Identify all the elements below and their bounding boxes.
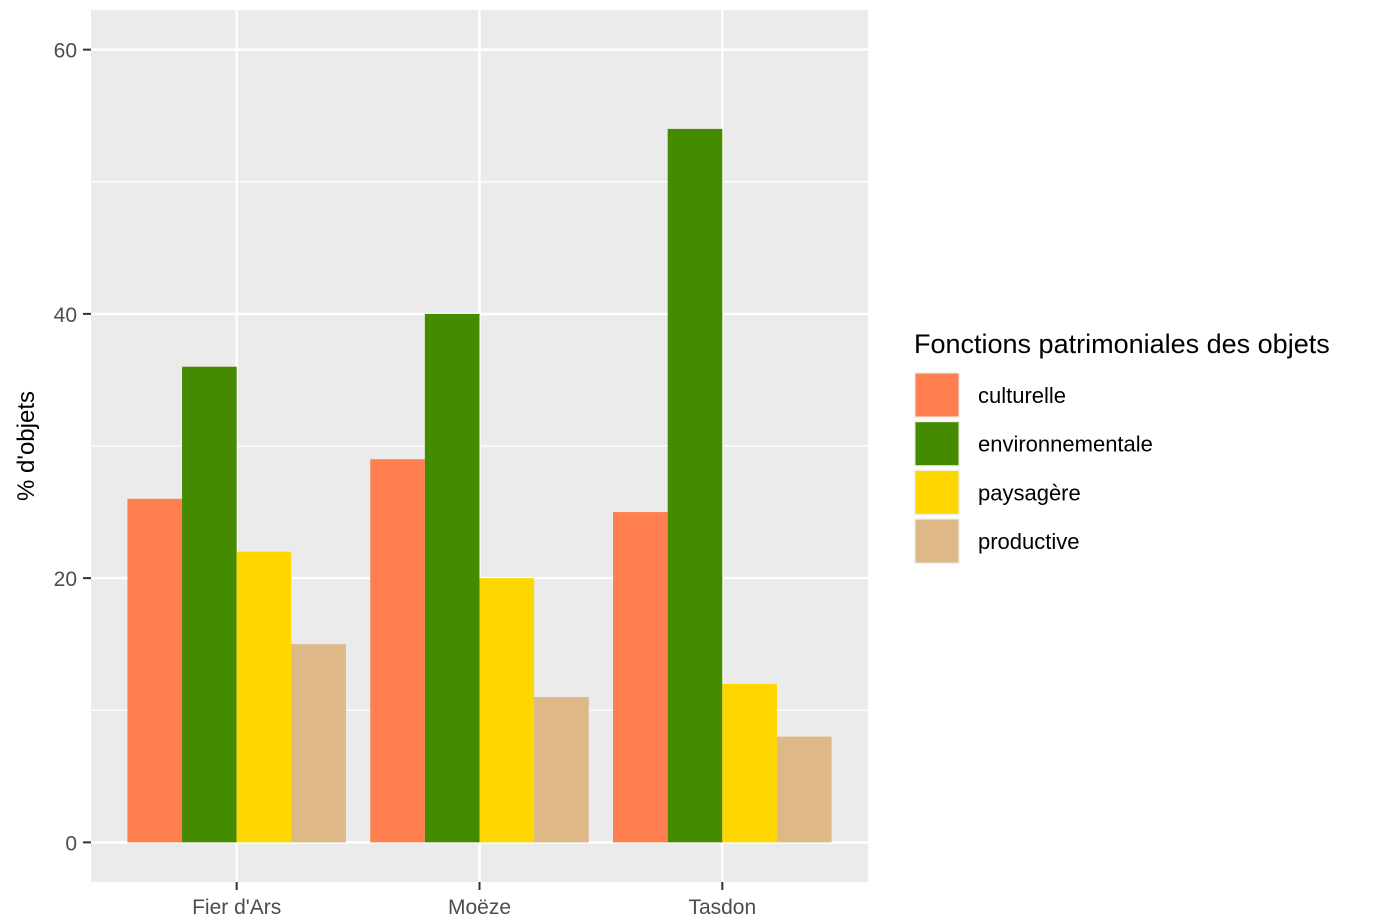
- bars: [127, 128, 832, 843]
- legend-title: Fonctions patrimoniales des objets: [914, 329, 1330, 359]
- bar: [776, 736, 832, 843]
- bar: [236, 551, 292, 843]
- legend-label: environnementale: [978, 432, 1153, 457]
- legend-swatch: [915, 422, 959, 466]
- bar: [613, 512, 668, 843]
- bar: [127, 498, 183, 843]
- y-tick-label: 60: [54, 40, 77, 63]
- legend-swatch: [915, 470, 959, 514]
- bar: [667, 128, 723, 843]
- bar: [370, 459, 425, 843]
- y-tick-label: 0: [65, 832, 77, 855]
- y-axis: 0 20 40 60: [54, 40, 91, 855]
- legend-label: paysagère: [978, 480, 1081, 505]
- legend-swatch: [915, 519, 959, 563]
- legend-swatch: [915, 373, 959, 417]
- x-tick-label: Moëze: [448, 896, 511, 918]
- legend-items: culturelle environnementale paysagère produ…: [914, 372, 1153, 565]
- bar: [479, 578, 535, 843]
- bar: [424, 313, 480, 843]
- x-tick-label: Fier d'Ars: [192, 896, 281, 918]
- bar: [291, 644, 346, 843]
- bar: [722, 683, 777, 843]
- y-axis-label: % d'objets: [13, 391, 40, 501]
- y-tick-label: 40: [54, 304, 77, 327]
- bar: [534, 697, 589, 843]
- legend-label: productive: [978, 529, 1080, 554]
- x-tick-label: Tasdon: [688, 896, 756, 918]
- x-axis: Fier d'Ars Moëze Tasdon: [192, 882, 756, 919]
- bar: [182, 366, 237, 843]
- y-tick-label: 20: [54, 568, 77, 591]
- legend: Fonctions patrimoniales des objets cultu…: [914, 329, 1330, 565]
- legend-label: culturelle: [978, 383, 1066, 408]
